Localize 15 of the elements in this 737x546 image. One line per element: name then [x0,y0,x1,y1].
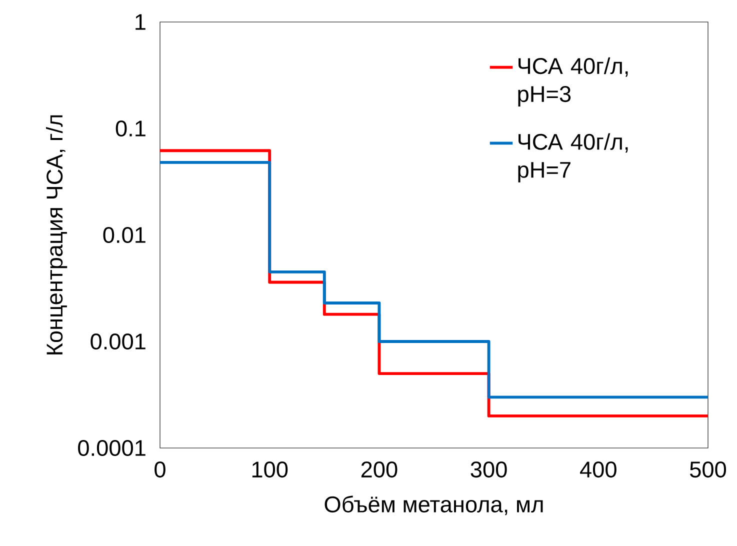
x-axis-title: Объём метанола, мл [324,496,543,516]
x-tick-label: 0 [154,462,166,478]
y-axis-title: Концентрация ЧСА, г/л [46,115,68,354]
y-tick-label: 0.0001 [78,440,146,456]
y-tick-label: 0.1 [116,120,146,137]
legend-label: ЧСА 40г/л, pH=7 [518,133,628,182]
y-tick-label: 0.001 [90,333,146,350]
x-tick-label: 100 [252,462,288,478]
legend-label: ЧСА 40г/л, pH=3 [518,57,628,107]
x-tick-label: 400 [580,462,616,478]
y-tick-label: 0.01 [103,226,146,244]
x-tick-label: 300 [470,462,507,478]
x-tick-label: 200 [361,462,398,478]
x-tick-label: 500 [690,462,726,478]
y-tick-label: 1 [136,14,146,30]
